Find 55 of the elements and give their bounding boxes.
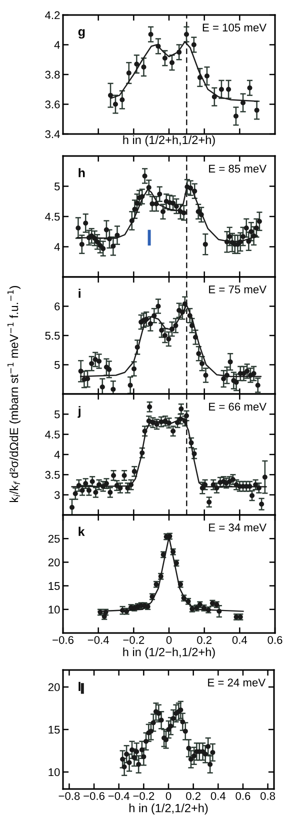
- y-tick-label: 5: [54, 182, 60, 190]
- x-tick-label: 0.2: [186, 792, 200, 800]
- annotation: g: [78, 29, 85, 39]
- x-tick-label: 0.2: [197, 636, 212, 644]
- x-tick-label: 0.4: [210, 792, 226, 800]
- annotation: E = 85 meV: [209, 164, 266, 173]
- x-tick-label: −0.4: [88, 636, 109, 644]
- annotation: k: [78, 526, 85, 536]
- y-tick-label: 4: [54, 450, 60, 459]
- x-tick-label: −0.2: [133, 792, 154, 800]
- annotation: E = 24 meV: [208, 678, 266, 686]
- y-tick-label: 4.5: [45, 212, 60, 221]
- annotation: j: [78, 406, 80, 418]
- x-tick-label: 0.4: [232, 636, 248, 644]
- y-tick-label: 25: [48, 534, 60, 543]
- annotation: E = 105 meV: [202, 24, 266, 32]
- annotation: h: [78, 168, 85, 178]
- y-tick-label: 20: [48, 683, 60, 692]
- y-tick-label: 15: [48, 726, 60, 734]
- x-tick-label: 0.8: [260, 792, 276, 800]
- y-tick-label: 4.2: [45, 11, 60, 20]
- y-tick-label: 4: [54, 41, 60, 49]
- x-tick-label: −0.4: [108, 792, 130, 800]
- x-tick-label: 0: [166, 792, 172, 800]
- annotation: E = 75 meV: [209, 286, 266, 294]
- y-tick-label: 20: [48, 558, 60, 566]
- y-tick-label: 10: [48, 606, 60, 614]
- annotation: l: [78, 682, 80, 691]
- text: k$_{i}$/k$_{f}$ d²σ/dΩdE (mbarn st$^{−1}$ meV$^{−1}$ f.u.$^{−1}$): [7, 286, 20, 502]
- x-axis-title: h in (1/2−h,1/2+h): [123, 648, 215, 659]
- x-tick-label: −0.2: [123, 636, 144, 644]
- y-tick-label: 15: [48, 582, 60, 590]
- y-tick-label: 3.6: [45, 100, 60, 108]
- x-tick-label: −0.6: [52, 636, 74, 644]
- y-tick-label: 3.5: [45, 470, 60, 479]
- y-tick-label: 4.5: [45, 430, 60, 438]
- y-tick-label: 5: [54, 410, 60, 418]
- annotation: E = 34 meV: [209, 524, 266, 532]
- x-axis-title: h in (1/2+h,1/2+h): [123, 135, 215, 146]
- y-tick-label: 5.5: [45, 332, 60, 340]
- y-tick-label: 4: [54, 243, 60, 251]
- y-tick-label: 3.4: [45, 130, 60, 138]
- y-tick-label: 5: [54, 361, 60, 369]
- y-tick-label: 10: [48, 768, 60, 776]
- y-tick-label: 3.8: [45, 70, 60, 79]
- annotation: E = 66 meV: [209, 402, 266, 411]
- x-tick-label: 0.6: [268, 636, 282, 644]
- x-tick-label: 0.6: [236, 792, 250, 800]
- y-tick-label: 6: [54, 302, 60, 310]
- annotation: i: [78, 288, 80, 298]
- x-tick-label: 0: [166, 636, 172, 644]
- x-axis-title: h in (1/2,1/2+h): [129, 804, 208, 815]
- y-tick-label: 3: [54, 491, 60, 499]
- x-tick-label: −0.6: [84, 792, 105, 800]
- x-tick-label: −0.8: [58, 792, 80, 800]
